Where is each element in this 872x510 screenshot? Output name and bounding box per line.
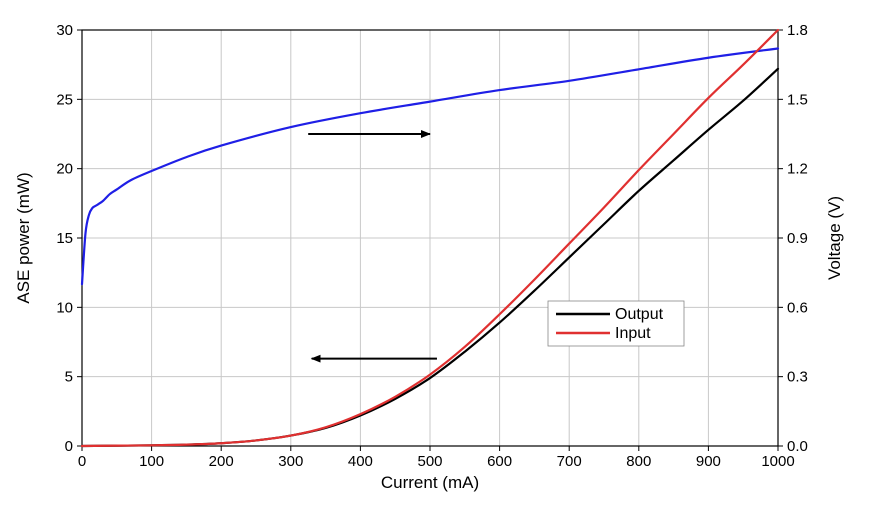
y-left-tick-label: 30: [56, 22, 73, 39]
legend-box: [547, 300, 685, 347]
x-axis-label: Current (mA): [381, 473, 479, 492]
x-tick-label: 100: [139, 453, 164, 470]
y-left-tick-label: 5: [65, 369, 73, 386]
y-right-tick-label: 0.3: [787, 369, 808, 386]
legend-label-output: Output: [615, 306, 664, 323]
grid: [81, 29, 779, 447]
x-tick-label: 900: [696, 453, 721, 470]
y-axis-label-left: ASE power (mW): [14, 172, 33, 303]
y-left-tick-label: 20: [56, 161, 73, 178]
x-tick-label: 800: [626, 453, 651, 470]
series-line-voltage: [80, 47, 780, 286]
x-tick-label: 500: [417, 453, 442, 470]
y-right-tick-label: 1.5: [787, 91, 808, 108]
y-left-tick-label: 15: [56, 230, 73, 247]
series-layer: [80, 28, 780, 448]
ticks: 0 100 200 300 400 500 600 700 800 900 1000 0 5 10 15 20…: [56, 22, 808, 470]
x-tick-label: 300: [278, 453, 303, 470]
y-right-tick-label: 1.8: [787, 22, 808, 39]
y-right-tick-label: 0.0: [787, 438, 808, 455]
y-left-tick-label: 10: [56, 299, 73, 316]
legend-label-input: Input: [615, 325, 651, 342]
y-left-tick-label: 25: [56, 91, 73, 108]
x-tick-label: 0: [78, 453, 86, 470]
y-axis-label-right: Voltage (V): [825, 196, 844, 280]
y-right-tick-label: 0.6: [787, 299, 808, 316]
legend: Output Input: [547, 300, 685, 347]
x-tick-label: 1000: [761, 453, 794, 470]
y-right-tick-label: 1.2: [787, 161, 808, 178]
y-right-tick-label: 0.9: [787, 230, 808, 247]
y-left-tick-label: 0: [65, 438, 73, 455]
x-tick-label: 600: [487, 453, 512, 470]
arrows: [308, 130, 437, 363]
x-tick-label: 200: [209, 453, 234, 470]
x-tick-label: 400: [348, 453, 373, 470]
x-tick-label: 700: [557, 453, 582, 470]
series-line-input: [80, 28, 780, 448]
